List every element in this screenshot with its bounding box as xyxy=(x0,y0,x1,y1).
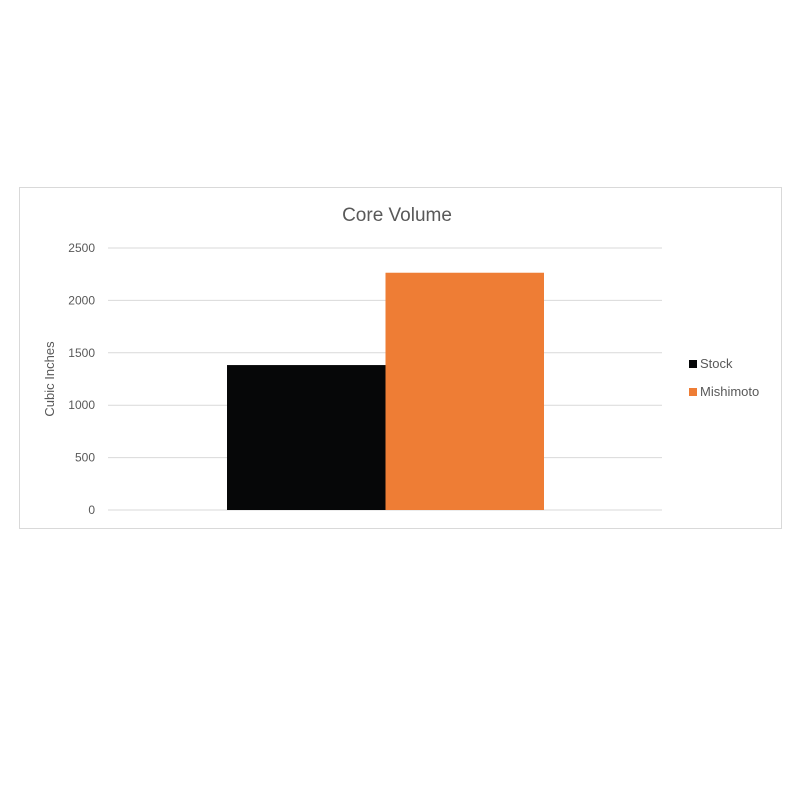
legend-label-stock: Stock xyxy=(700,356,733,371)
y-tick-label: 1000 xyxy=(68,398,95,412)
legend-label-mishimoto: Mishimoto xyxy=(700,384,759,399)
chart-title: Core Volume xyxy=(342,205,452,226)
y-tick-label: 0 xyxy=(88,503,95,517)
bar-stock xyxy=(227,365,386,510)
y-axis-label: Cubic Inches xyxy=(42,341,57,417)
y-tick-label: 2000 xyxy=(68,293,95,307)
legend-swatch-stock xyxy=(689,360,697,368)
chart-frame xyxy=(19,187,782,529)
y-tick-label: 500 xyxy=(75,451,95,465)
bar-mishimoto xyxy=(385,272,544,510)
y-tick-label: 1500 xyxy=(68,346,95,360)
y-tick-label: 2500 xyxy=(68,241,95,255)
legend-swatch-mishimoto xyxy=(689,388,697,396)
